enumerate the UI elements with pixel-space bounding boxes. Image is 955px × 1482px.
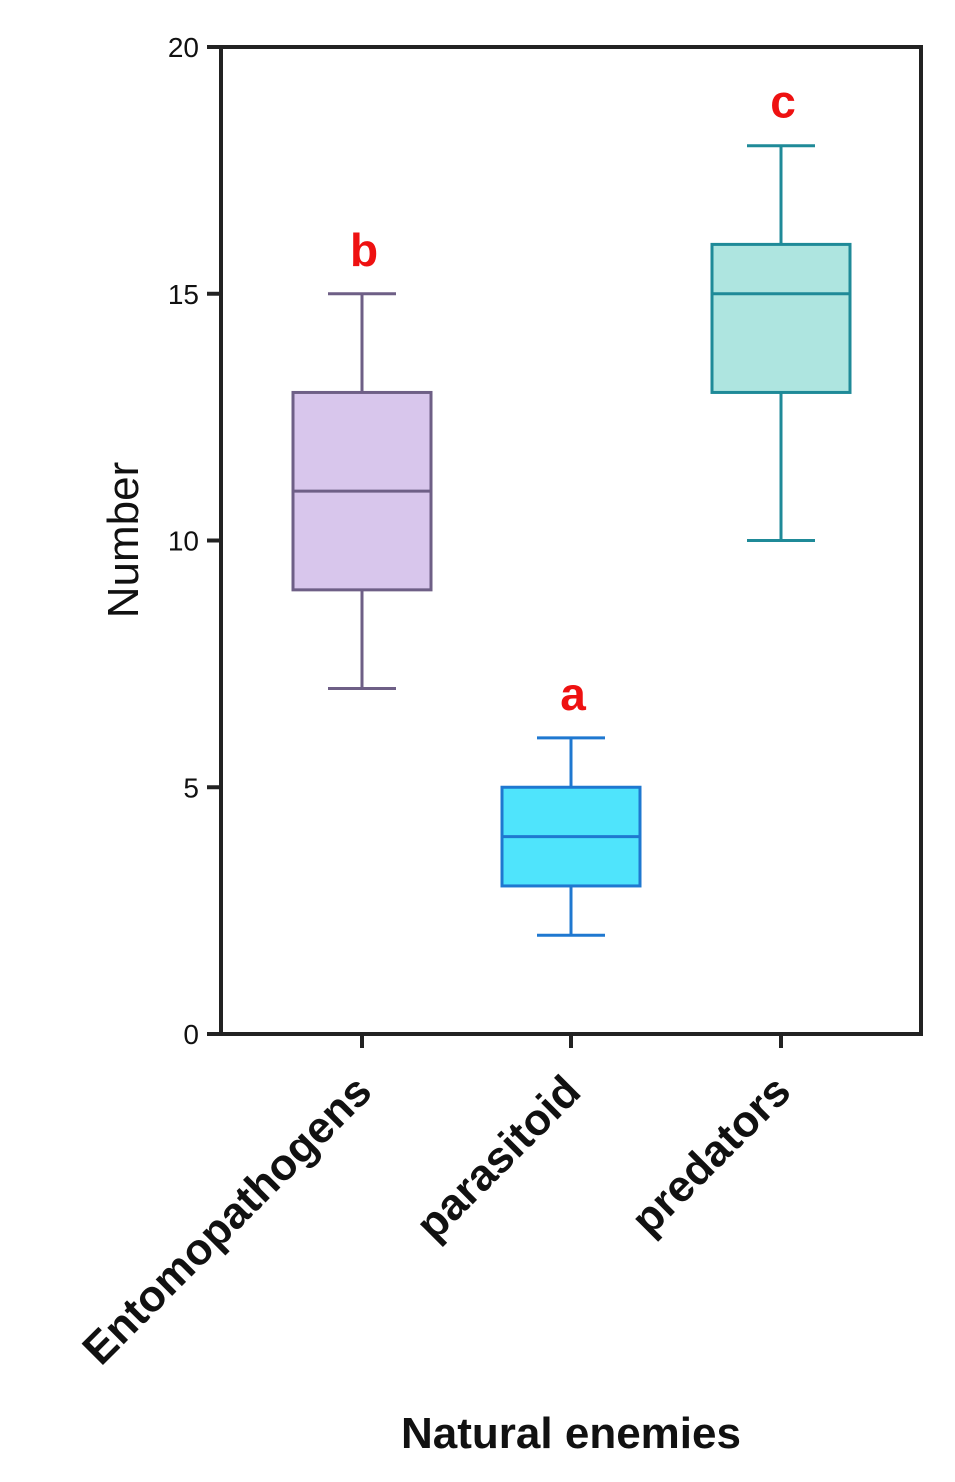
significance-letter: b bbox=[350, 224, 378, 276]
y-tick-label: 5 bbox=[183, 772, 199, 803]
y-tick-label: 20 bbox=[168, 32, 199, 63]
x-category-label: Entomopathogens bbox=[73, 1066, 381, 1374]
box-parasitoid: a bbox=[500, 668, 642, 937]
x-category-label: predators bbox=[622, 1066, 800, 1244]
boxes: b a c bbox=[291, 76, 852, 937]
significance-letter: c bbox=[770, 76, 796, 128]
x-axis: Entomopathogens parasitoid predators bbox=[73, 1034, 800, 1374]
x-category-label: parasitoid bbox=[407, 1066, 590, 1249]
y-tick-label: 0 bbox=[183, 1019, 199, 1050]
y-axis: 0 5 10 15 20 bbox=[168, 32, 221, 1050]
significance-letter: a bbox=[560, 668, 586, 720]
y-axis-title: Number bbox=[99, 462, 148, 619]
x-axis-title: Natural enemies bbox=[401, 1409, 741, 1458]
iqr-box bbox=[710, 242, 852, 394]
y-tick-label: 10 bbox=[168, 526, 199, 557]
y-tick-label: 15 bbox=[168, 279, 199, 310]
box-entomopathogens: b bbox=[291, 224, 433, 691]
box-predators: c bbox=[710, 76, 852, 542]
